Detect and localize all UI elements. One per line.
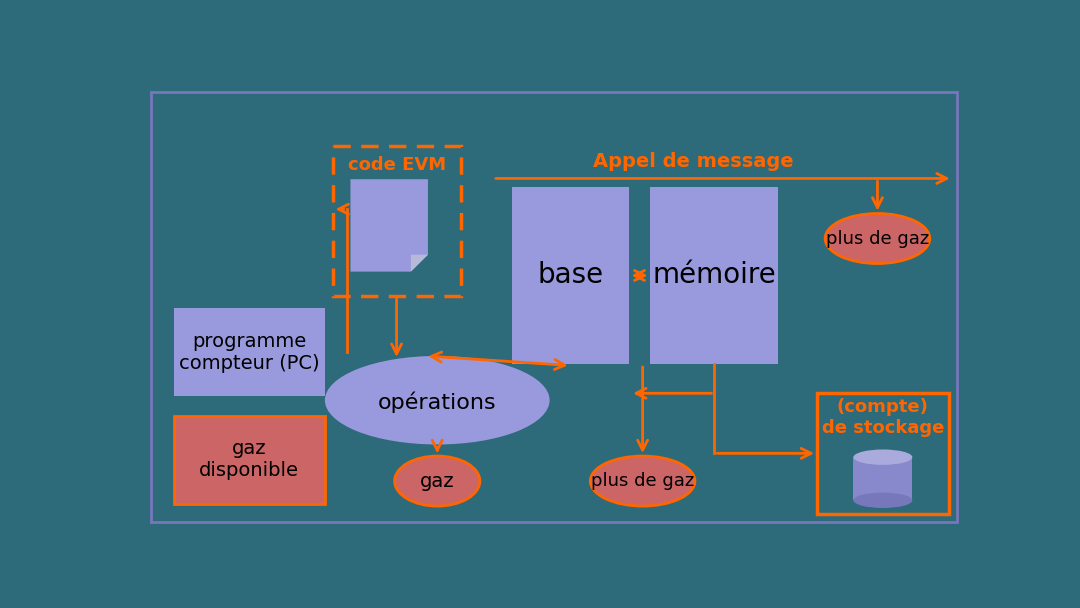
Ellipse shape: [325, 356, 550, 444]
Text: gaz: gaz: [420, 472, 455, 491]
Ellipse shape: [591, 456, 694, 506]
Polygon shape: [410, 255, 428, 272]
Text: code EVM: code EVM: [348, 156, 446, 174]
Text: plus de gaz: plus de gaz: [591, 472, 694, 490]
Text: opérations: opérations: [378, 392, 497, 413]
Ellipse shape: [394, 456, 480, 506]
Text: (compte)
de stockage: (compte) de stockage: [822, 398, 944, 437]
Text: plus de gaz: plus de gaz: [826, 229, 929, 247]
Ellipse shape: [825, 213, 930, 263]
Bar: [333, 146, 460, 296]
Text: mémoire: mémoire: [652, 261, 777, 289]
Ellipse shape: [853, 492, 913, 508]
Text: gaz
disponible: gaz disponible: [200, 440, 299, 480]
Bar: [512, 187, 629, 364]
Polygon shape: [350, 179, 428, 272]
Ellipse shape: [853, 449, 913, 465]
Text: programme
compteur (PC): programme compteur (PC): [179, 331, 320, 373]
Bar: [816, 393, 948, 514]
Text: base: base: [538, 261, 604, 289]
Bar: [853, 457, 913, 500]
Bar: [650, 187, 779, 364]
Bar: [174, 416, 325, 504]
Text: Appel de message: Appel de message: [593, 152, 794, 171]
Bar: [174, 308, 325, 396]
